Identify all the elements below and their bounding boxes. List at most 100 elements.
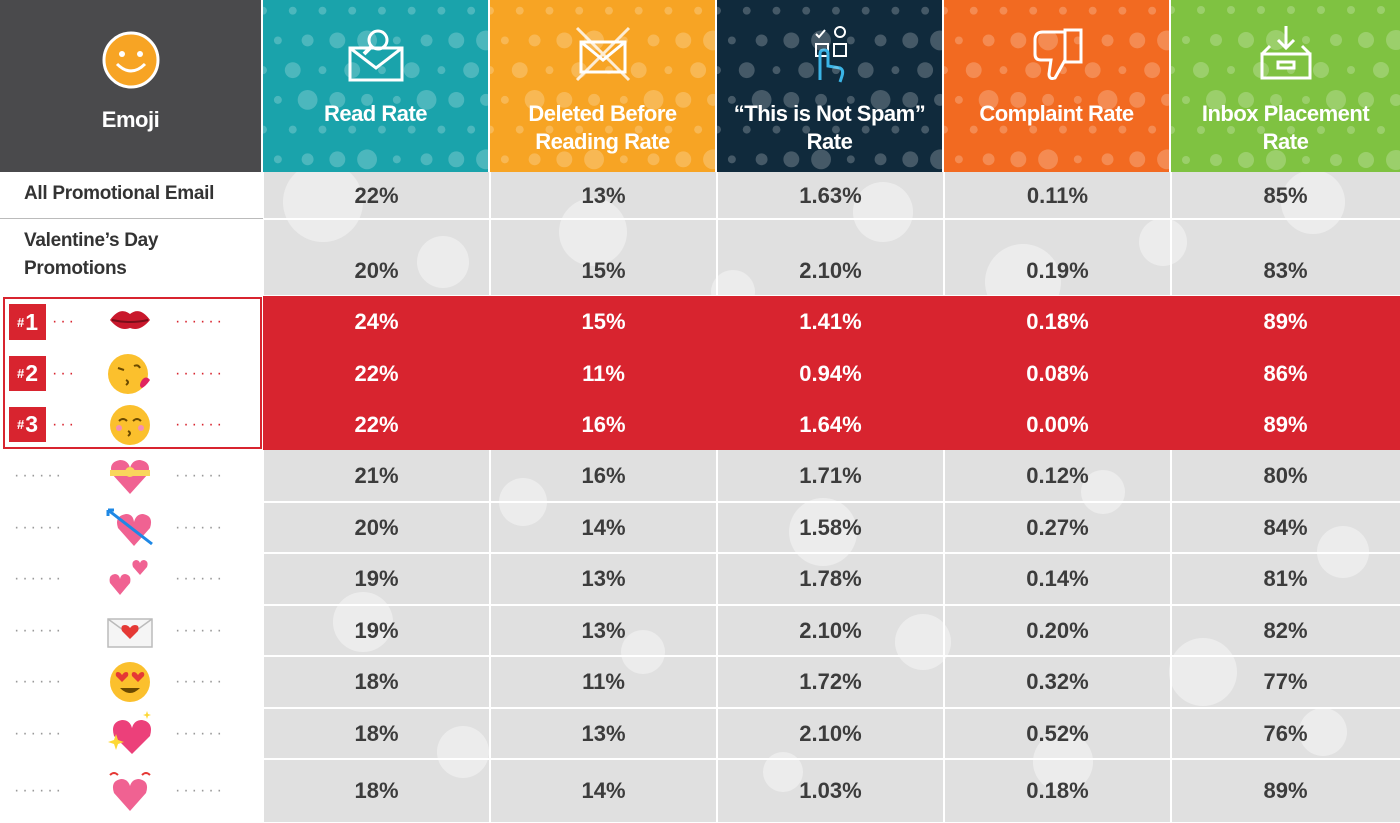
top-three-highlight [263,296,1400,450]
smiling-face-heart-eyes-emoji [104,656,156,708]
heart-with-arrow-icon [106,508,153,546]
header-deleted: Deleted Before Reading Rate [490,0,715,172]
leader-dots-right: ······ [175,782,225,799]
header-emoji: Emoji [0,0,261,172]
label-row-divider [0,218,263,219]
row-divider [263,655,1400,657]
header-label-emoji: Emoji [101,107,160,132]
header-dots-texture [263,6,488,170]
cell-read_rate: 18% [354,669,399,694]
rank-number: 1 [25,308,39,335]
cell-read_rate: 20% [354,514,399,540]
smiley-face-icon [102,31,159,89]
leader-dots-left: ······ [14,518,64,536]
thumbs-down-icon-wrap [1027,8,1087,100]
header-label-inbox: Inbox Placement Rate [1201,101,1370,154]
rank-hash: # [16,366,25,381]
cell-not_spam: 1.63% [799,182,862,208]
row-label: Valentine’s Day Promotions [24,230,159,279]
header-label-read_rate: Read Rate [323,101,428,126]
row-label: All Promotional Email [24,183,215,204]
row-divider [263,218,1400,220]
cell-inbox: 77% [1263,669,1308,694]
cell-read_rate: 19% [354,566,399,591]
cell-complaint: 0.52% [1026,720,1089,746]
cell-not_spam: 1.71% [799,463,862,488]
cell-deleted: 14% [581,514,626,540]
header-label-deleted: Deleted Before Reading Rate [528,101,677,154]
two-hearts-emoji [104,553,156,605]
cell-inbox: 89% [1263,309,1308,334]
cell-inbox: 89% [1263,411,1308,437]
cell-deleted: 15% [581,309,626,334]
leader-dots-left: ······ [14,467,64,484]
rank-badge: #1 [9,304,46,340]
row-divider [263,604,1400,606]
rank-badge: #3 [9,407,46,442]
leader-dots-left: ··· [52,415,77,433]
header-complaint: Complaint Rate [944,0,1169,172]
cell-deleted: 16% [581,463,626,488]
leader-dots-left: ······ [14,673,64,690]
row-divider [263,501,1400,503]
top-three-emoji-frame [3,297,262,449]
cell-deleted: 13% [581,182,626,208]
cell-inbox: 84% [1263,514,1308,540]
leader-dots-right: ······ [175,518,225,536]
inbox-tray-icon-wrap [1256,8,1316,100]
beating-heart-icon [109,772,151,811]
cell-read_rate: 22% [354,360,399,386]
row-divider [263,707,1400,709]
smiley-face-icon-wrap [101,14,161,106]
header-dots-texture [944,6,1169,170]
rank-badge: #2 [9,356,46,391]
love-letter-icon [107,617,153,648]
header-dots-texture [490,6,715,170]
cell-complaint: 0.12% [1026,463,1089,488]
heart-with-ribbon-emoji [104,450,156,502]
leader-dots-left: ······ [14,621,64,639]
leader-dots-right: ······ [175,673,225,690]
cell-complaint: 0.14% [1026,566,1089,591]
kiss-mark-emoji [104,296,156,348]
thumbs-down-icon [1033,28,1082,80]
cell-not_spam: 1.41% [799,309,862,334]
cell-complaint: 0.32% [1026,669,1089,694]
leader-dots-left: ······ [14,724,64,742]
cell-deleted: 13% [581,720,626,746]
header-not_spam: “This is Not Spam” Rate [717,0,942,172]
leader-dots-left: ······ [14,570,64,587]
cell-inbox: 80% [1263,463,1308,488]
cell-not_spam: 2.10% [799,720,862,746]
cell-complaint: 0.19% [1026,258,1089,283]
cell-read_rate: 18% [354,720,399,746]
leader-dots-left: ··· [52,313,77,330]
header-read_rate: Read Rate [263,0,488,172]
cell-not_spam: 2.10% [799,258,862,283]
envelope-delete-icon [575,26,630,82]
leader-dots-right: ······ [175,313,225,330]
leader-dots-right: ······ [175,724,225,742]
rank-number: 3 [25,411,39,437]
row-divider [263,758,1400,760]
header-inbox: Inbox Placement Rate [1171,0,1400,172]
cell-not_spam: 1.78% [799,566,862,591]
cell-read_rate: 24% [354,309,399,334]
cell-deleted: 11% [582,669,625,694]
cell-not_spam: 1.03% [799,778,862,803]
cell-deleted: 13% [581,617,626,643]
header-dots-texture [717,6,942,170]
cell-complaint: 0.18% [1026,309,1089,334]
sparkling-heart-emoji [104,708,156,760]
leader-dots-right: ······ [175,415,225,433]
cell-read_rate: 21% [354,463,399,488]
header-dots-texture [1171,6,1400,170]
hand-pointer-icon [814,26,847,83]
leader-dots-right: ······ [175,364,225,382]
header-label-complaint: Complaint Rate [979,101,1134,126]
kissing-face-smiling-eyes-icon [110,404,150,445]
cell-deleted: 14% [581,778,626,803]
cell-complaint: 0.20% [1026,617,1089,643]
leader-dots-left: ······ [14,782,64,799]
sparkling-heart-icon [108,710,151,754]
